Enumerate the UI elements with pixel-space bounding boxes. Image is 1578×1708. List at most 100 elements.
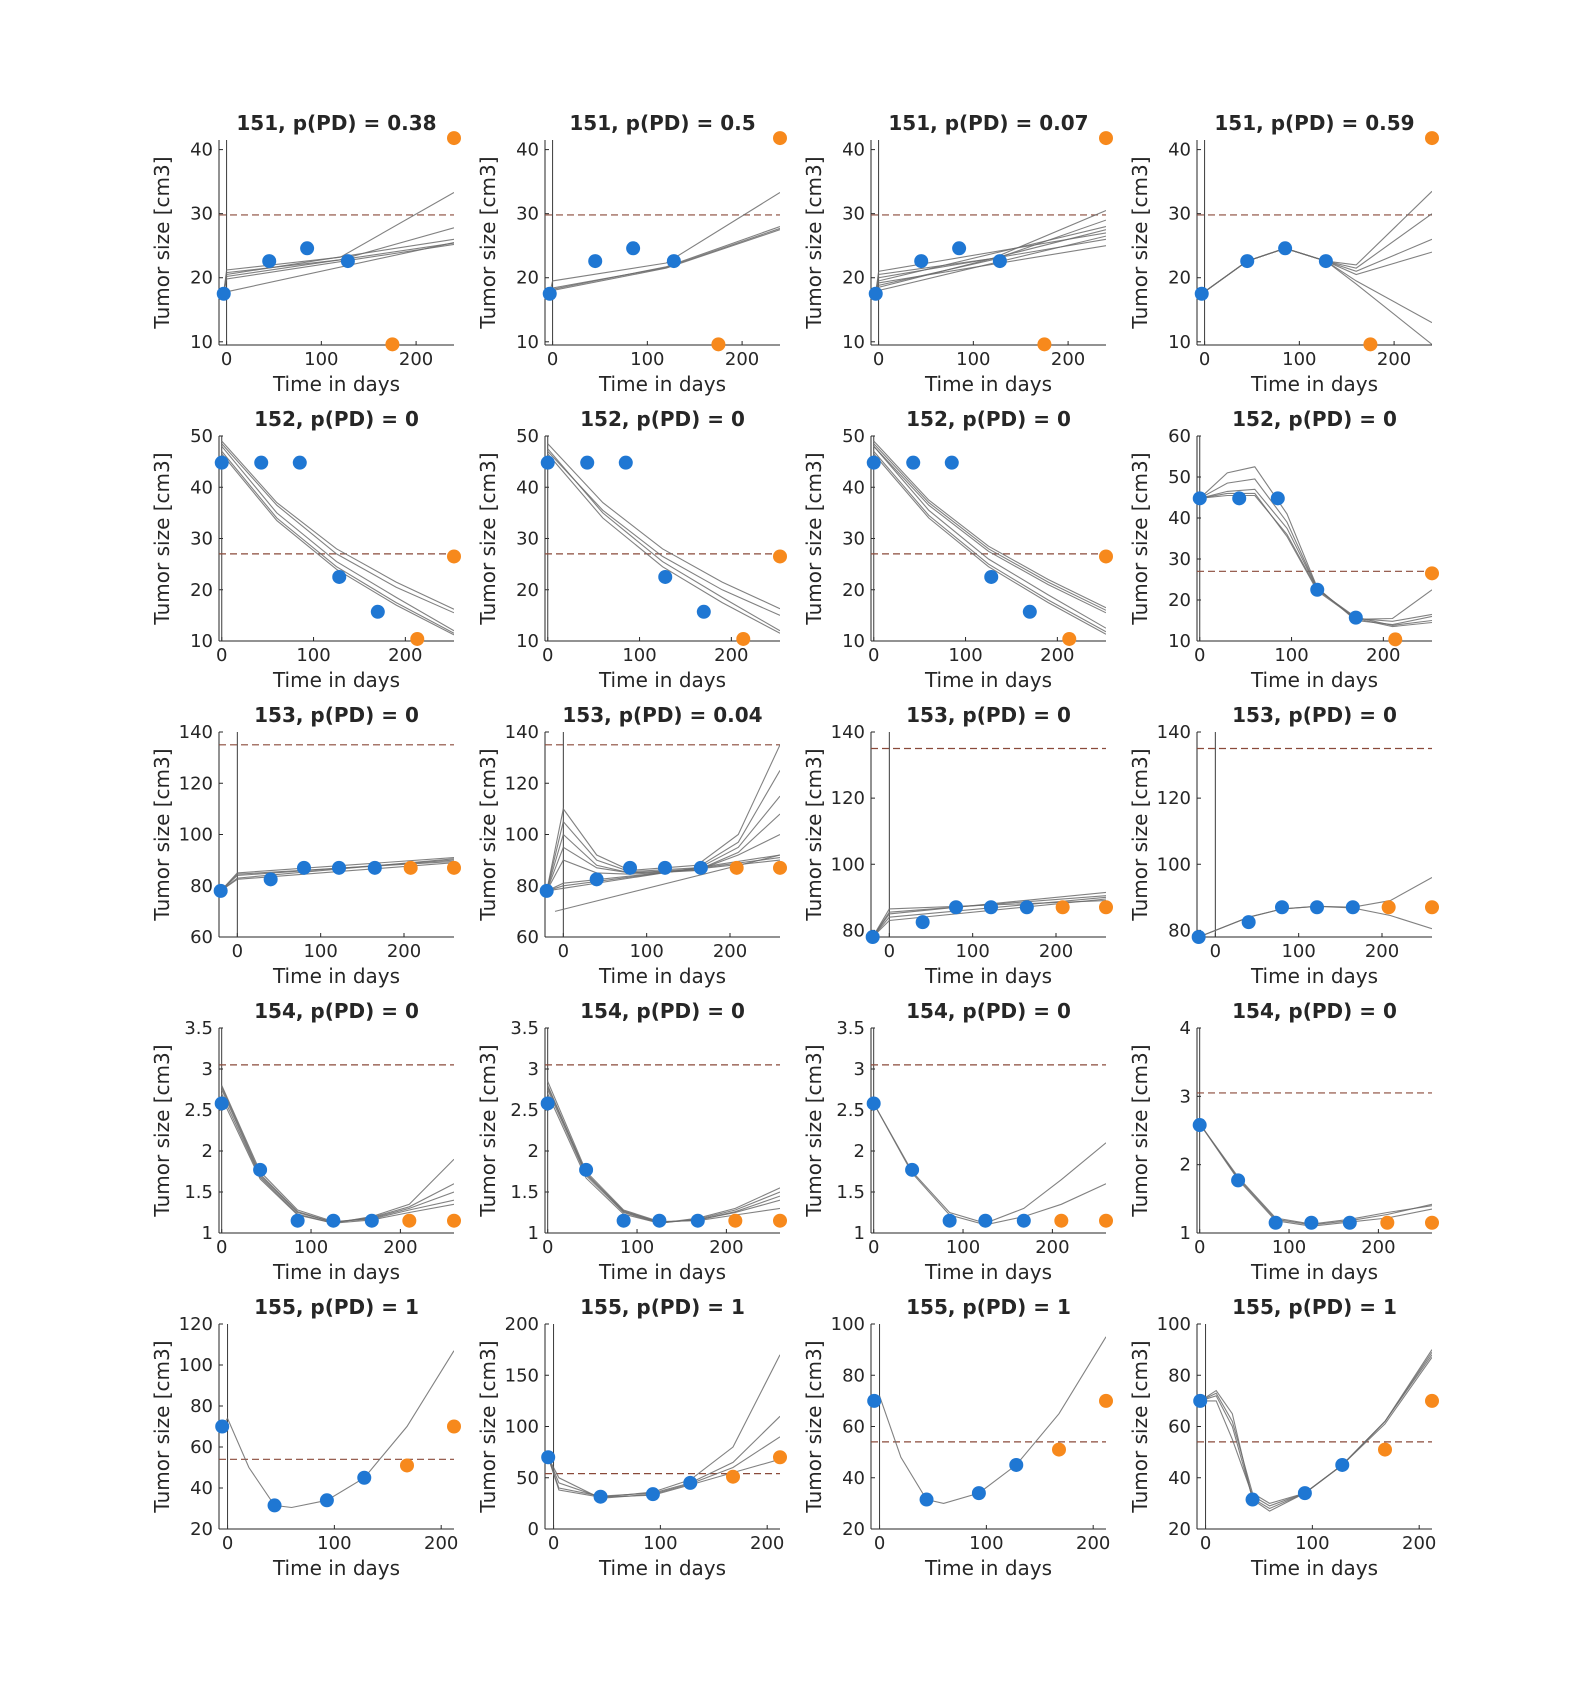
x-tick-label: 100: [1274, 645, 1308, 666]
chart-title: 155, p(PD) = 1: [906, 1295, 1071, 1319]
future-point: [385, 337, 400, 352]
y-tick-label: 120: [179, 773, 213, 794]
y-tick-label: 3: [202, 1059, 213, 1080]
observed-point: [319, 1493, 334, 1508]
observed-point: [971, 1486, 986, 1501]
observed-point: [254, 455, 269, 470]
observed-point: [214, 455, 229, 470]
y-tick-label: 60: [190, 927, 213, 948]
y-tick-label: 120: [179, 1314, 213, 1335]
observed-point: [690, 1213, 705, 1228]
y-tick-label: 20: [190, 1519, 213, 1540]
y-tick-label: 140: [505, 722, 539, 743]
future-point: [1425, 1393, 1439, 1408]
x-tick-label: 0: [548, 1533, 559, 1554]
observed-point: [332, 569, 347, 584]
y-axis-label: Tumor size [cm3]: [476, 452, 500, 625]
observed-point: [253, 1162, 268, 1177]
x-tick-label: 0: [1194, 1237, 1205, 1258]
y-tick-label: 50: [842, 426, 865, 447]
y-tick-label: 120: [831, 788, 865, 809]
y-tick-label: 20: [190, 580, 213, 601]
future-point: [1380, 1215, 1395, 1230]
chart-title: 151, p(PD) = 0.38: [236, 111, 436, 135]
y-tick-label: 10: [516, 631, 539, 652]
model-fit-line: [221, 1085, 454, 1223]
x-tick-label: 200: [383, 1237, 417, 1258]
model-fit-line: [547, 1354, 780, 1498]
x-axis-label: Time in days: [1250, 964, 1378, 988]
x-tick-label: 200: [713, 941, 747, 962]
x-tick-label: 200: [1039, 941, 1073, 962]
y-tick-label: 60: [190, 1437, 213, 1458]
observed-point: [1278, 241, 1293, 256]
x-tick-label: 200: [1366, 645, 1400, 666]
chart-title: 154, p(PD) = 0: [254, 999, 419, 1023]
x-tick-label: 100: [1295, 1533, 1329, 1554]
y-axis-label: Tumor size [cm3]: [1128, 452, 1152, 625]
x-tick-label: 100: [1282, 349, 1316, 370]
model-fit-line: [221, 445, 454, 632]
observed-point: [1304, 1215, 1319, 1230]
observed-point: [1009, 1457, 1024, 1472]
observed-point: [1019, 900, 1034, 915]
plot-area: [545, 140, 780, 345]
x-axis-label: Time in days: [598, 1260, 726, 1284]
model-fit-line: [875, 232, 1106, 294]
plot-area: [219, 436, 454, 641]
x-tick-label: 0: [884, 941, 895, 962]
panel-2: 151, p(PD) = 0.5 Tumor size [cm3] Time in …: [476, 111, 787, 396]
observed-point: [683, 1475, 698, 1490]
observed-point: [623, 860, 637, 875]
observed-point: [370, 604, 385, 619]
observed-point: [367, 860, 382, 875]
y-tick-label: 40: [516, 477, 539, 498]
plot-area: [545, 1028, 780, 1233]
x-axis-label: Time in days: [272, 372, 400, 396]
x-tick-label: 200: [1076, 1533, 1110, 1554]
x-tick-label: 100: [629, 941, 663, 962]
model-fit-line: [223, 192, 454, 294]
y-axis-label: Tumor size [cm3]: [1128, 748, 1152, 921]
y-axis-label: Tumor size [cm3]: [1128, 1044, 1152, 1217]
model-fit-line: [547, 451, 780, 616]
y-tick-label: 150: [505, 1365, 539, 1386]
x-tick-label: 100: [296, 645, 330, 666]
y-tick-label: 50: [516, 426, 539, 447]
x-axis-label: Time in days: [272, 1260, 400, 1284]
observed-point: [1245, 1492, 1260, 1507]
y-tick-label: 1: [854, 1223, 865, 1244]
model-fit-line: [872, 900, 1106, 937]
observed-point: [1241, 915, 1256, 930]
future-point: [1062, 631, 1077, 646]
y-tick-label: 40: [1168, 140, 1191, 161]
panel-17: 155, p(PD) = 1 Tumor size [cm3] Time in da…: [150, 1295, 461, 1580]
y-tick-label: 200: [505, 1314, 539, 1335]
chart-title: 154, p(PD) = 0: [1232, 999, 1397, 1023]
y-tick-label: 2: [1180, 1155, 1191, 1176]
y-tick-label: 1.5: [184, 1182, 213, 1203]
observed-point: [589, 872, 604, 887]
model-fit-line: [220, 860, 454, 892]
model-fit-line: [873, 440, 1106, 609]
panel-10: 153, p(PD) = 0.04 Tumor size [cm3] Time in…: [476, 703, 787, 988]
observed-point: [867, 1393, 882, 1408]
observed-point: [1268, 1215, 1283, 1230]
x-tick-label: 0: [868, 1237, 879, 1258]
observed-point: [326, 1213, 341, 1228]
plot-area: [1197, 436, 1432, 641]
observed-point: [1345, 900, 1360, 915]
y-axis-label: Tumor size [cm3]: [1128, 1340, 1152, 1513]
model-fit-line: [873, 453, 1106, 635]
future-point: [447, 131, 461, 146]
observed-point: [215, 1419, 230, 1434]
chart-title: 155, p(PD) = 1: [254, 1295, 419, 1319]
future-point: [773, 1450, 787, 1465]
observed-point: [1275, 900, 1289, 915]
panel-9: 153, p(PD) = 0 Tumor size [cm3] Time in da…: [150, 703, 461, 988]
chart-title: 154, p(PD) = 0: [906, 999, 1071, 1023]
y-tick-label: 60: [842, 1417, 865, 1438]
model-fit-line: [549, 192, 780, 294]
chart-title: 151, p(PD) = 0.07: [888, 111, 1088, 135]
